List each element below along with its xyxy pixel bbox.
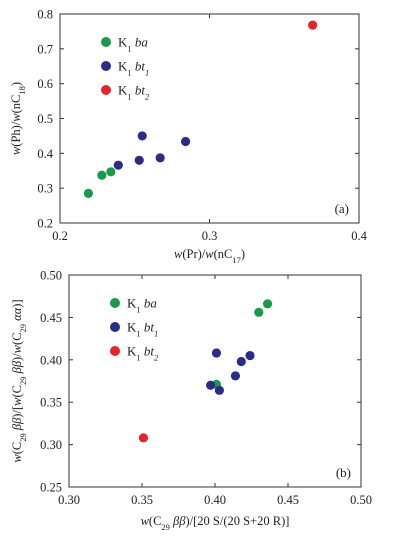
panel-a-y-tick-label-6: 0.8	[37, 8, 53, 22]
panel-a-legend-marker-1	[101, 61, 111, 71]
panel-b-y-tick-label-3: 0.40	[40, 353, 62, 367]
panel-b-point-s2-0	[138, 433, 149, 443]
panel-b-point-s1-2	[214, 385, 224, 395]
panel-a: 0.2 0.3 0.4 0.2 0.3 0.4 0.5 0.6 0.7 0.8 w(Pr)/w(nC…	[9, 8, 368, 266]
panel-a-x-tick-label-0: 0.2	[52, 229, 68, 243]
panel-b-y-axis-label: w(C29 ββ)/[w(C29 ββ)/w(C29 αα)]w(C29 ββ)…	[10, 299, 28, 462]
panel-a-point-s1-3	[155, 153, 165, 163]
panel-a-x-tick-label-1: 0.3	[202, 229, 218, 243]
panel-a-y-tick-label-4: 0.6	[37, 77, 53, 91]
panel-b-x-axis-label: w(C29 ββ)/[20 S/(20 S+20 R)]w(C29 ββ)/[2…	[141, 514, 290, 532]
panel-b-x-tick-label-0: 0.30	[58, 493, 80, 507]
panel-a-y-tick-label-1: 0.3	[37, 182, 53, 196]
panel-b-tag: (b)	[336, 465, 351, 480]
panel-b-point-s1-4	[236, 356, 246, 367]
panel-a-y-tick-label-3: 0.5	[37, 112, 53, 126]
panel-b-point-s0-2	[262, 299, 273, 309]
panel-b-y-tick-label-5: 0.50	[40, 269, 62, 283]
panel-a-legend-marker-2	[101, 85, 111, 95]
panel-a-y-tick-label-2: 0.4	[37, 147, 53, 161]
panel-a-point-s1-0	[113, 160, 123, 170]
panel-a-point-s0-1	[97, 170, 107, 180]
panel-b-legend-marker-1	[110, 322, 120, 332]
panel-b-y-tick-label-4: 0.45	[40, 311, 62, 325]
panel-b-y-tick-label-1: 0.30	[40, 438, 62, 452]
panel-b-y-tick-label-2: 0.35	[40, 396, 62, 410]
panel-b-point-s1-5	[245, 350, 255, 361]
panel-b-point-s0-1	[254, 307, 264, 317]
panel-b-x-tick-label-1: 0.35	[131, 493, 153, 507]
panel-b-legend-label-2: K1bt2K1 bt2	[127, 344, 159, 363]
panel-a-tag: (a)	[335, 201, 349, 216]
panel-b-point-s1-0	[206, 380, 216, 390]
panel-a-point-s1-4	[180, 136, 191, 147]
panel-a-y-tick-label-5: 0.7	[37, 42, 53, 56]
panel-a-point-s0-0	[83, 188, 94, 198]
panel-a-y-tick-label-0: 0.2	[37, 217, 53, 231]
panel-b-x-tick-label-3: 0.45	[277, 493, 299, 507]
panel-a-legend-marker-0	[101, 37, 111, 47]
panel-a-point-s0-2	[106, 167, 116, 177]
panel-a-y-axis-label: w(Ph)/w(nC18)w(Ph)/w(nC18)	[9, 82, 27, 155]
panel-b: 0.30 0.35 0.40 0.45 0.500.250.300.350.400.45…	[10, 269, 372, 533]
panel-a-x-axis-label: w(Pr)/w(nC17)w(Pr)/w(nC17)	[174, 247, 245, 265]
panel-a-point-s2-0	[308, 20, 318, 30]
panel-b-point-s1-3	[230, 371, 241, 381]
panel-b-x-tick-label-2: 0.40	[204, 493, 226, 507]
panel-b-point-s1-1	[211, 348, 222, 358]
panel-b-y-tick-label-0: 0.25	[40, 481, 62, 495]
panel-a-point-s1-2	[137, 131, 147, 141]
panel-b-legend-marker-2	[110, 346, 120, 356]
panel-b-legend-marker-0	[110, 298, 120, 308]
panel-a-point-s1-1	[134, 155, 144, 165]
panel-a-x-tick-label-2: 0.4	[351, 229, 367, 243]
panel-a-legend-label-2: K1bt2K1 bt2	[118, 83, 150, 102]
panel-b-x-tick-label-4: 0.50	[350, 493, 372, 507]
